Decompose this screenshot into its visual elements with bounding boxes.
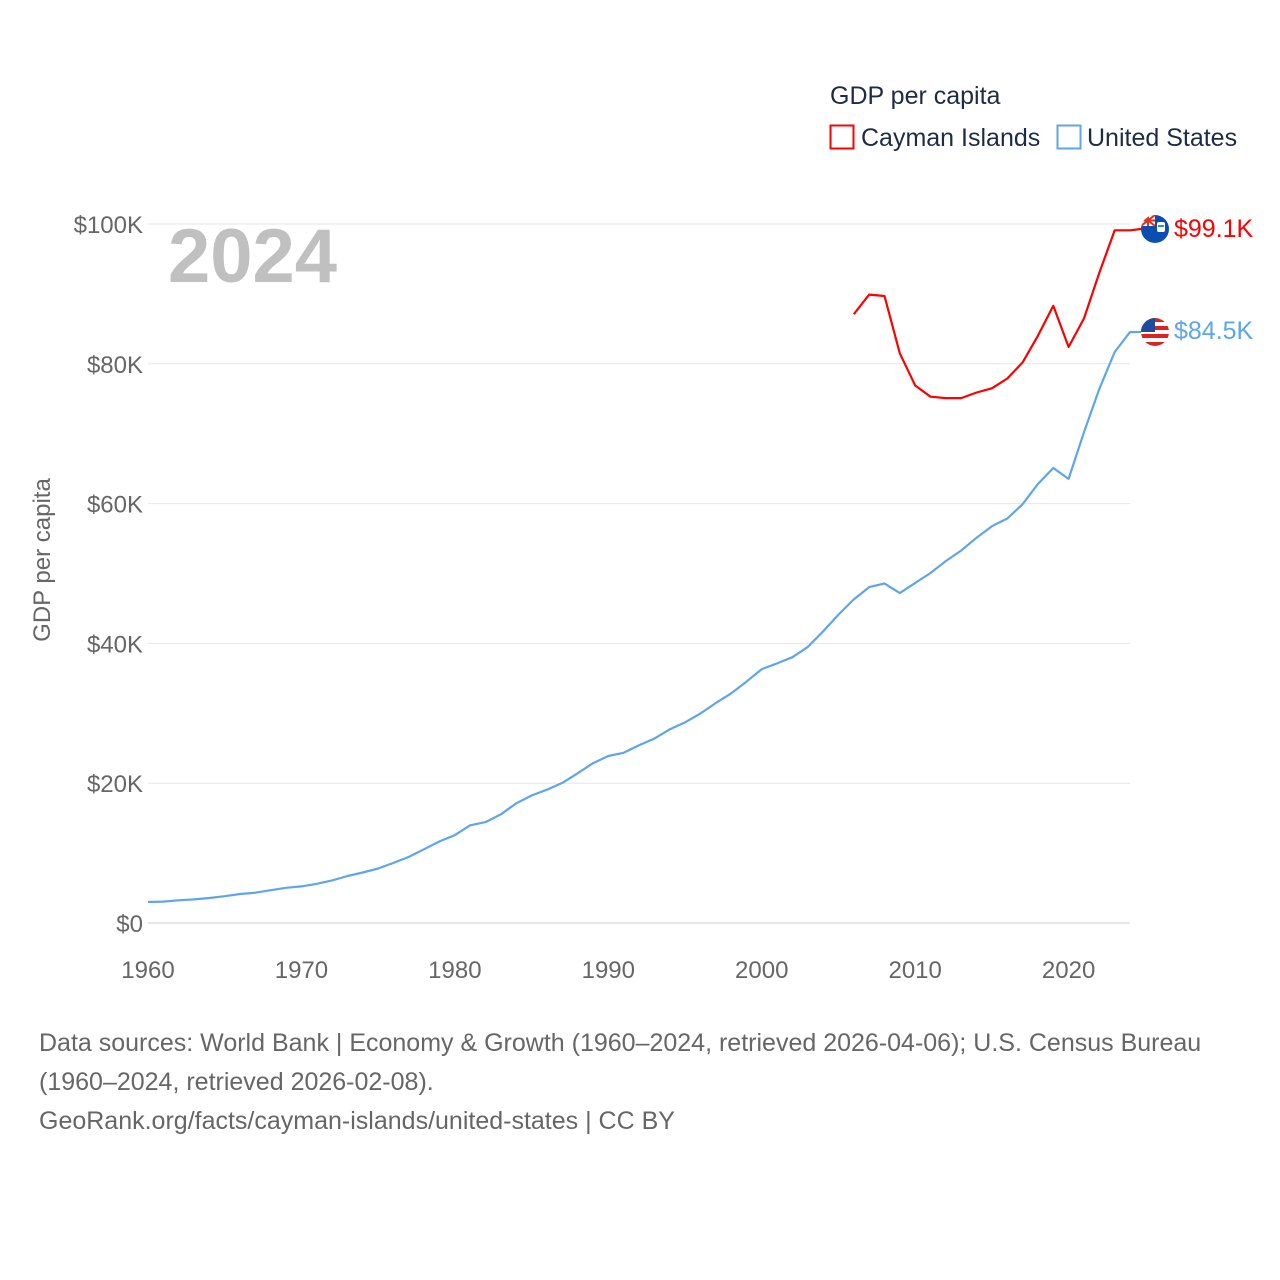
x-tick-label: 1960 xyxy=(121,957,174,984)
series-line-united-states xyxy=(147,330,1142,904)
line-chart: $0 $20K $40K $60K $80K $100K 1960 1970 1980 1990… xyxy=(29,82,1254,984)
y-tick-label: $20K xyxy=(87,771,143,798)
y-tick-label: $100K xyxy=(74,212,143,239)
cayman-islands-flag-icon xyxy=(1141,215,1169,243)
legend-label-cayman-islands[interactable]: Cayman Islands xyxy=(861,124,1040,152)
gridlines xyxy=(148,223,1130,924)
source-note: Data sources: World Bank | Economy & Gro… xyxy=(39,1024,1239,1141)
series-line-cayman-islands xyxy=(852,227,1142,400)
x-tick-label: 2020 xyxy=(1042,957,1095,984)
end-label-united-states: $84.5K xyxy=(1174,317,1254,345)
united-states-flag-icon xyxy=(1141,318,1169,346)
x-axis: 1960 1970 1980 1990 2000 2010 2020 xyxy=(121,957,1095,984)
y-axis-label: GDP per capita xyxy=(29,478,56,642)
year-label: 2024 xyxy=(168,214,337,299)
y-tick-label: $80K xyxy=(87,352,143,379)
x-tick-label: 1980 xyxy=(428,957,481,984)
x-tick-label: 2010 xyxy=(888,957,941,984)
x-tick-label: 1990 xyxy=(582,957,635,984)
legend-swatch-cayman-islands xyxy=(829,124,855,150)
y-tick-label: $0 xyxy=(116,911,143,938)
y-tick-label: $40K xyxy=(87,631,143,658)
legend-swatch-united-states xyxy=(1056,124,1082,150)
end-label-cayman-islands: $99.1K xyxy=(1174,215,1254,243)
y-axis: $0 $20K $40K $60K $80K $100K xyxy=(74,212,143,938)
x-tick-label: 1970 xyxy=(275,957,328,984)
x-tick-label: 2000 xyxy=(735,957,788,984)
data-sources: Data sources: World Bank | Economy & Gro… xyxy=(39,1029,1202,1096)
series-lines xyxy=(147,227,1142,904)
legend-title: GDP per capita xyxy=(830,82,1001,110)
attribution-link[interactable]: GeoRank.org/facts/cayman-islands/united-… xyxy=(39,1107,675,1135)
legend-label-united-states[interactable]: United States xyxy=(1087,124,1237,152)
legend: GDP per capita Cayman Islands United Sta… xyxy=(829,82,1237,152)
y-tick-label: $60K xyxy=(87,492,143,519)
